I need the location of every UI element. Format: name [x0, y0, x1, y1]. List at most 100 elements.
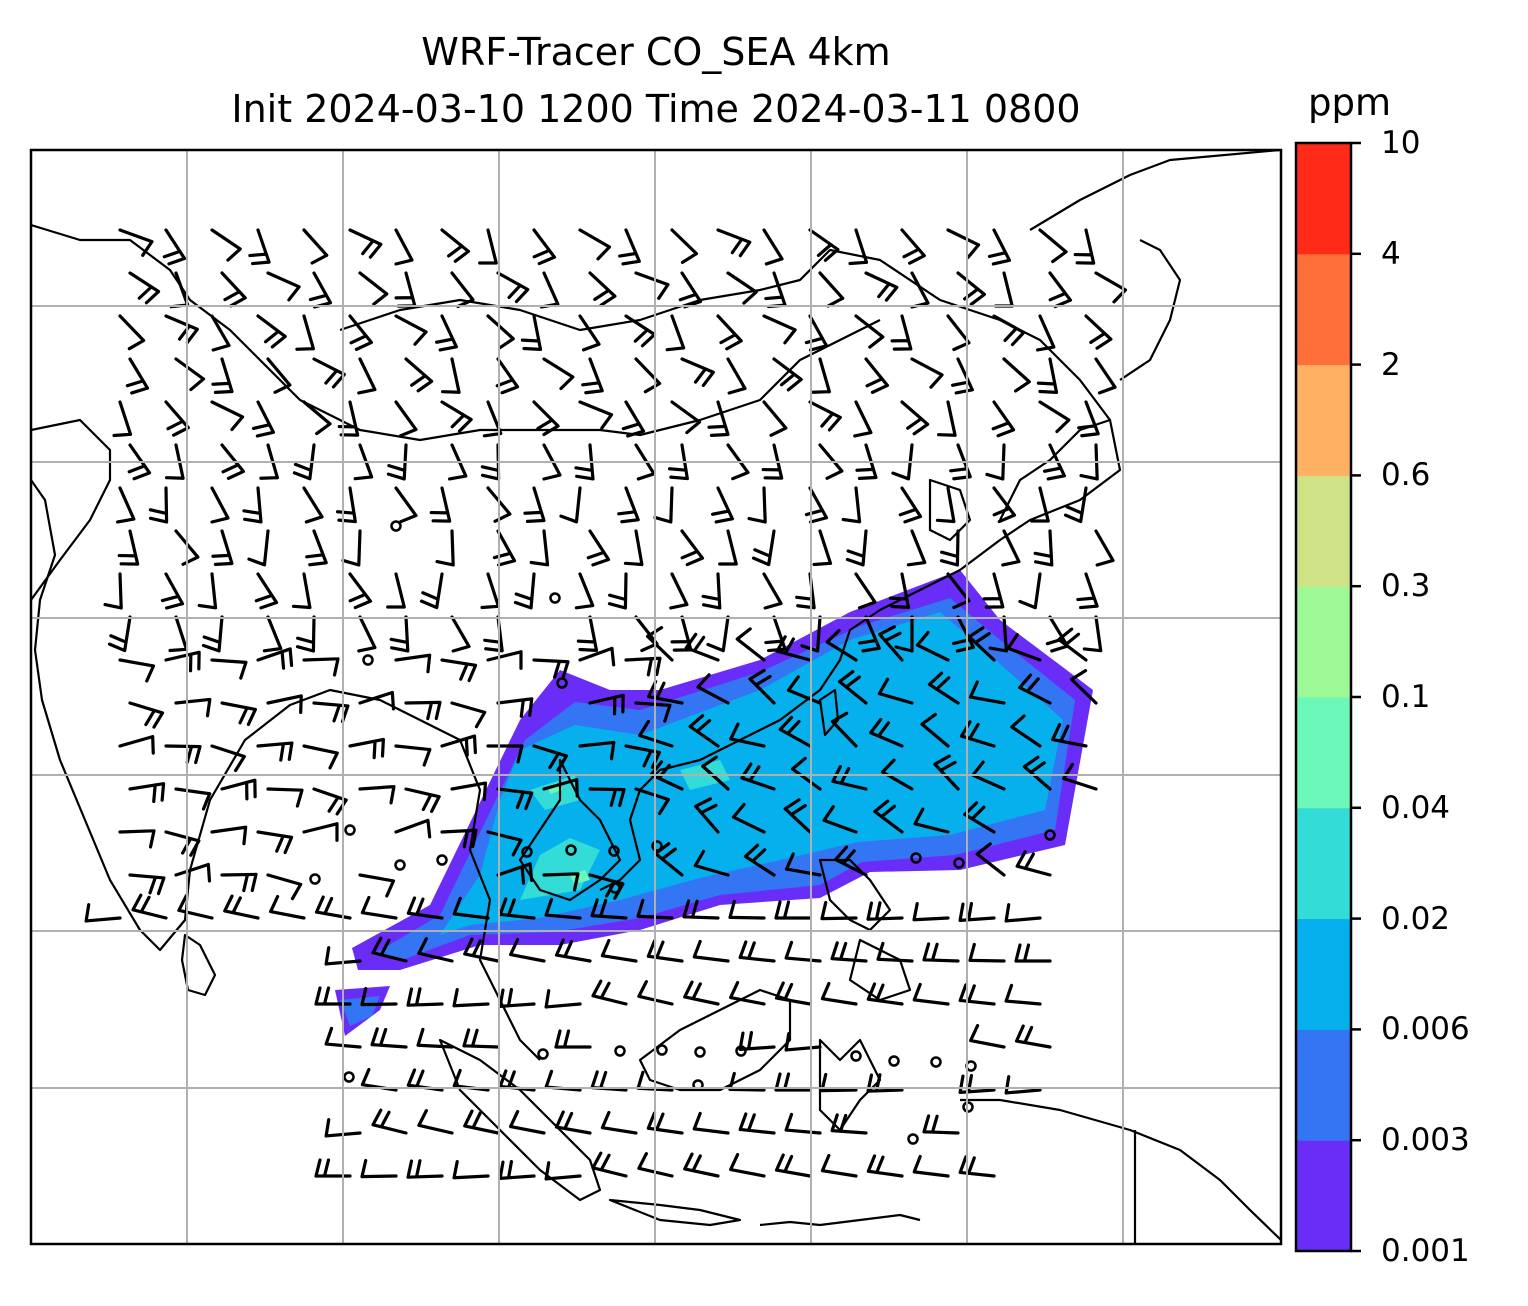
wind-barb-148 [841, 486, 862, 524]
wind-barb-97 [532, 400, 560, 437]
wind-barb-411 [417, 1109, 454, 1135]
wind-barb-388 [370, 1027, 408, 1049]
wind-barb-308 [302, 822, 339, 842]
wind-barb-371 [314, 986, 352, 1006]
wind-barb-274 [729, 722, 766, 748]
wind-barb-110 [127, 443, 152, 481]
wind-barb-241 [220, 701, 257, 727]
colorbar-label-3: 0.02 [1381, 900, 1451, 937]
wind-barb-270 [578, 740, 616, 761]
wind-barb-336 [177, 894, 214, 920]
map-frame [29, 148, 1283, 1246]
wind-barb-311 [486, 830, 523, 857]
wind-barb-184 [513, 572, 536, 610]
wind-barb-71 [357, 357, 377, 395]
wind-barb-349 [774, 900, 812, 920]
wind-barb-167 [751, 529, 776, 567]
wind-barb-19 [987, 228, 1012, 266]
wind-barb-157 [247, 529, 270, 567]
colorbar-block-6 [1296, 475, 1351, 587]
wind-barb-237 [1006, 633, 1042, 662]
wind-barb-81 [811, 357, 831, 394]
wind-barb-248 [588, 693, 625, 716]
wind-barb-425 [452, 1159, 490, 1180]
wind-barb-290 [496, 787, 534, 811]
wind-barb-69 [266, 357, 292, 394]
wind-barb-86 [1036, 357, 1059, 394]
wind-barb-354 [1004, 903, 1042, 923]
wind-barb-222 [302, 657, 340, 677]
wind-barb-22 [128, 271, 161, 305]
wind-barb-341 [406, 896, 444, 920]
wind-barb-17 [900, 228, 926, 265]
wind-barb-420 [830, 1113, 868, 1135]
wind-barb-414 [554, 1110, 592, 1135]
wind-barb-159 [341, 529, 362, 567]
calm-marker-438 [549, 592, 561, 604]
calm-marker-442 [309, 873, 321, 885]
wind-barb-342 [452, 896, 490, 920]
wind-barb-48 [295, 314, 315, 351]
border-himalaya [31, 223, 881, 442]
wind-barb-217 [1082, 615, 1103, 653]
wind-barb-176 [160, 572, 185, 610]
wind-barb-206 [576, 615, 599, 652]
wind-barb-83 [910, 357, 944, 389]
wind-barb-433 [820, 1153, 858, 1178]
wind-barb-269 [532, 744, 569, 772]
wind-barb-25 [266, 271, 301, 302]
wind-barb-5 [348, 228, 383, 259]
wind-barb-288 [404, 787, 441, 813]
wind-barb-276 [830, 711, 858, 748]
wind-barb-348 [728, 899, 766, 920]
wind-barb-380 [729, 980, 766, 1006]
coast-java [608, 1198, 742, 1227]
wind-barb-422 [314, 1158, 352, 1178]
wind-barb-278 [920, 712, 950, 748]
calm-marker-454 [537, 1048, 549, 1060]
wind-barb-180 [348, 572, 373, 610]
calm-marker-450 [910, 852, 922, 864]
calm-marker-451 [953, 857, 965, 869]
wind-barb-302 [1022, 755, 1052, 791]
wind-barb-249 [634, 701, 672, 723]
co-plume [335, 570, 1093, 1036]
wind-barb-277 [869, 717, 904, 748]
wind-barb-35 [726, 271, 758, 305]
wind-barb-430 [683, 1152, 720, 1178]
wind-barb-257 [968, 680, 1006, 705]
wind-barb-376 [544, 989, 582, 1009]
calm-marker-463 [692, 1079, 704, 1091]
wind-barb-215 [988, 615, 1008, 653]
wind-barb-16 [848, 228, 869, 266]
wind-barb-335 [131, 893, 168, 920]
wind-barb-152 [1030, 486, 1050, 523]
wind-barb-2 [210, 228, 242, 262]
wind-barb-15 [808, 228, 840, 262]
wind-barb-361 [600, 938, 638, 963]
colorbar-label-4: 0.04 [1381, 789, 1451, 826]
wind-barb-11 [618, 228, 641, 266]
wind-barb-235 [915, 630, 950, 662]
calm-marker-441 [344, 824, 356, 836]
wind-barb-51 [434, 314, 458, 352]
border-northwest [31, 418, 112, 601]
wind-barb-63 [992, 314, 1026, 347]
wind-barb-172 [1001, 529, 1021, 567]
wind-barb-158 [305, 529, 328, 567]
wind-barb-145 [710, 486, 734, 524]
wind-barb-153 [1063, 486, 1088, 524]
wind-barb-109 [1077, 400, 1100, 438]
wind-barb-98 [578, 400, 614, 430]
colorbar-label-10: 10 [1381, 125, 1421, 161]
wind-barb-381 [774, 981, 812, 1006]
wind-barb-160 [435, 529, 455, 567]
coast-japan [1029, 150, 1281, 381]
wind-barb-268 [486, 744, 524, 764]
wind-barb-67 [174, 357, 206, 392]
wind-barb-372 [360, 986, 398, 1007]
wind-barb-179 [291, 572, 312, 610]
wind-barb-426 [498, 1159, 536, 1180]
wind-barb-333 [1015, 850, 1052, 877]
wind-barb-38 [864, 271, 899, 302]
